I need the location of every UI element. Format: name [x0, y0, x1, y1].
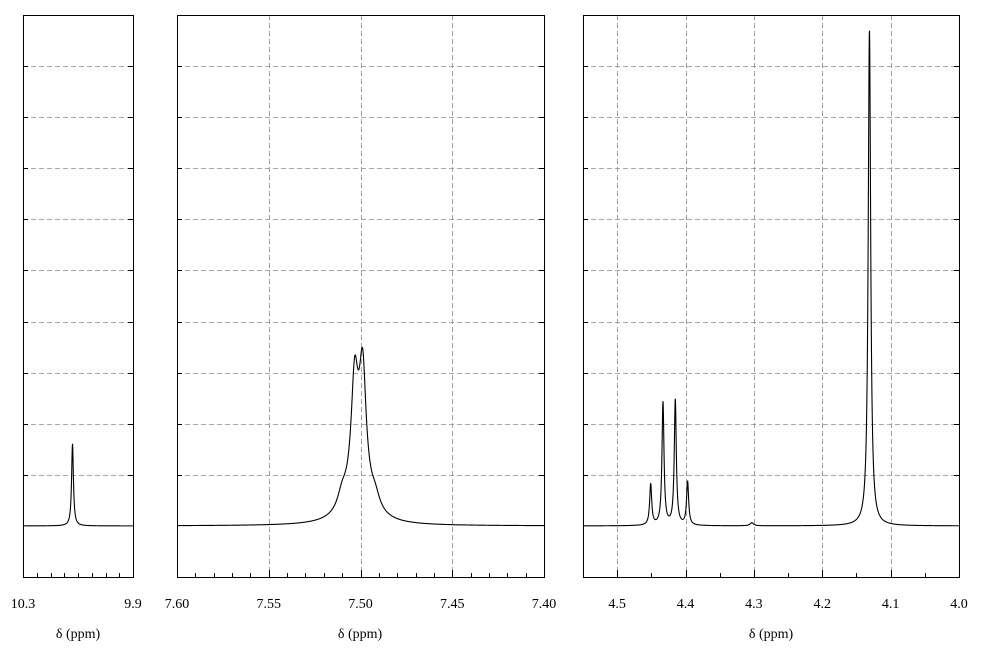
spectrum-panel-1: 10.3 9.9 δ (ppm): [11, 15, 142, 642]
x-tick-label: 7.45: [440, 597, 465, 612]
spectrum-trace: [22, 443, 134, 527]
x-tick-label: 4.2: [814, 597, 832, 612]
spectrum-panel-3: 4.5 4.4 4.3 4.2 4.1 4.0 δ (ppm): [582, 15, 968, 642]
x-tick-label: 7.50: [348, 597, 373, 612]
x-tick-label: 7.55: [257, 597, 282, 612]
x-tick-label: 7.60: [165, 597, 190, 612]
x-tick-label: 10.3: [11, 597, 36, 612]
x-tick-label: 4.5: [608, 597, 626, 612]
plot-frame: [177, 15, 545, 578]
spectrum-trace: [582, 30, 960, 527]
x-tick-label: 7.40: [532, 597, 557, 612]
plot-frame: [583, 15, 960, 578]
x-axis-label: δ (ppm): [749, 627, 794, 642]
x-axis-label: δ (ppm): [56, 627, 101, 642]
x-tick-label: 4.1: [882, 597, 900, 612]
x-tick-label: 4.0: [950, 597, 968, 612]
spectrum-trace: [176, 346, 545, 527]
spectrum-panel-2: 7.60 7.55 7.50 7.45 7.40 δ (ppm): [165, 15, 557, 642]
x-axis-label: δ (ppm): [338, 627, 383, 642]
x-tick-label: 4.3: [745, 597, 763, 612]
x-tick-label: 9.9: [124, 597, 142, 612]
x-tick-label: 4.4: [677, 597, 695, 612]
plot-frame: [23, 15, 134, 578]
